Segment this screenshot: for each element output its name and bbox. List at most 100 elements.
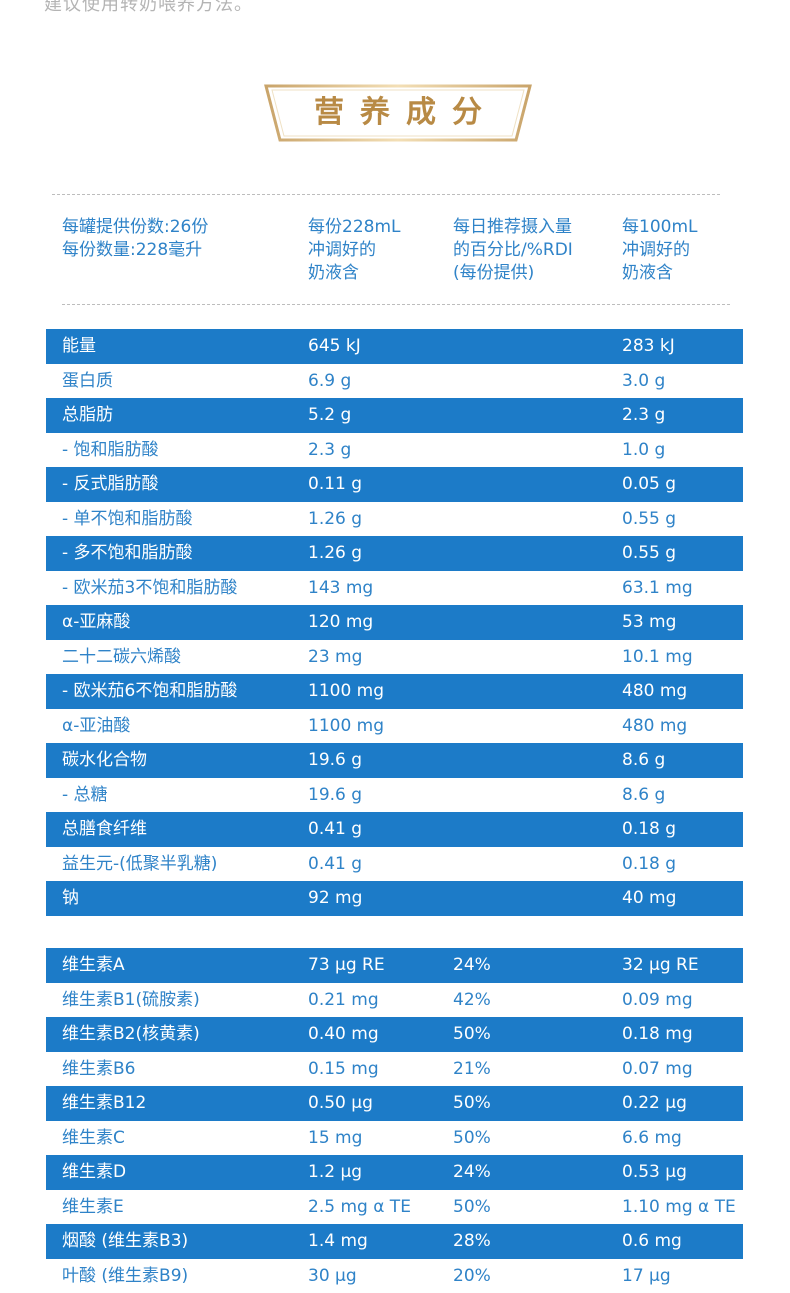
per-serving-value: 0.15 mg bbox=[308, 1052, 379, 1087]
header-col-per-100ml: 每100mL 冲调好的 奶液含 bbox=[622, 216, 697, 285]
per-serving-value: 0.11 g bbox=[308, 467, 362, 502]
per-100ml-value: 480 mg bbox=[622, 709, 687, 744]
divider-header bbox=[62, 304, 730, 305]
per-100ml-value: 0.09 mg bbox=[622, 983, 693, 1018]
section-title: 营养成分 bbox=[262, 84, 534, 142]
table-row: 钠 92 mg 40 mg bbox=[46, 881, 743, 916]
table-row: - 饱和脂肪酸 2.3 g 1.0 g bbox=[46, 433, 743, 468]
nutrient-name: - 饱和脂肪酸 bbox=[62, 433, 159, 468]
nutrient-name: - 多不饱和脂肪酸 bbox=[62, 536, 193, 571]
per-serving-value: 143 mg bbox=[308, 571, 373, 606]
header-col-per-serving: 每份228mL 冲调好的 奶液含 bbox=[308, 216, 400, 285]
per-100ml-value: 63.1 mg bbox=[622, 571, 693, 606]
nutrient-name: 维生素B2(核黄素) bbox=[62, 1017, 200, 1052]
nutrient-name: 钠 bbox=[62, 881, 79, 916]
header-col-rdi: 每日推荐摄入量 的百分比/%RDI (每份提供) bbox=[453, 216, 573, 285]
nutrient-name: 维生素B6 bbox=[62, 1052, 135, 1087]
per-serving-value: 1.4 mg bbox=[308, 1224, 368, 1259]
per-100ml-value: 32 μg RE bbox=[622, 948, 699, 983]
per-100ml-value: 3.0 g bbox=[622, 364, 665, 399]
per-100ml-value: 1.0 g bbox=[622, 433, 665, 468]
nutrient-name: 维生素E bbox=[62, 1190, 124, 1225]
nutrient-name: α-亚油酸 bbox=[62, 709, 130, 744]
per-100ml-value: 0.07 mg bbox=[622, 1052, 693, 1087]
per-100ml-value: 53 mg bbox=[622, 605, 676, 640]
table-row: 蛋白质 6.9 g 3.0 g bbox=[46, 364, 743, 399]
table-row: 总膳食纤维 0.41 g 0.18 g bbox=[46, 812, 743, 847]
table-row: α-亚麻酸 120 mg 53 mg bbox=[46, 605, 743, 640]
per-serving-value: 2.5 mg α TE bbox=[308, 1190, 411, 1225]
per-100ml-value: 480 mg bbox=[622, 674, 687, 709]
per-100ml-value: 0.55 g bbox=[622, 502, 676, 537]
per-serving-value: 120 mg bbox=[308, 605, 373, 640]
nutrient-name: 烟酸 (维生素B3) bbox=[62, 1224, 188, 1259]
per-serving-value: 19.6 g bbox=[308, 743, 362, 778]
header-col-servings: 每罐提供份数:26份 每份数量:228毫升 bbox=[62, 216, 208, 262]
per-100ml-value: 0.6 mg bbox=[622, 1224, 682, 1259]
nutrient-name: 益生元-(低聚半乳糖) bbox=[62, 847, 217, 882]
per-100ml-value: 40 mg bbox=[622, 881, 676, 916]
rdi-value: 21% bbox=[453, 1052, 491, 1087]
per-100ml-value: 0.18 g bbox=[622, 847, 676, 882]
nutrient-name: - 反式脂肪酸 bbox=[62, 467, 159, 502]
table-row: - 欧米茄6不饱和脂肪酸 1100 mg 480 mg bbox=[46, 674, 743, 709]
nutrient-name: - 单不饱和脂肪酸 bbox=[62, 502, 193, 537]
table-row: - 总糖 19.6 g 8.6 g bbox=[46, 778, 743, 813]
per-serving-value: 0.40 mg bbox=[308, 1017, 379, 1052]
per-serving-value: 0.41 g bbox=[308, 847, 362, 882]
nutrient-name: 总膳食纤维 bbox=[62, 812, 147, 847]
table-row: - 反式脂肪酸 0.11 g 0.05 g bbox=[46, 467, 743, 502]
per-100ml-value: 0.18 mg bbox=[622, 1017, 693, 1052]
per-serving-value: 15 mg bbox=[308, 1121, 362, 1156]
per-100ml-value: 0.05 g bbox=[622, 467, 676, 502]
rdi-value: 24% bbox=[453, 1155, 491, 1190]
table-row: 维生素B6 0.15 mg 21% 0.07 mg bbox=[46, 1052, 743, 1087]
nutrient-name: 维生素C bbox=[62, 1121, 125, 1156]
table-row: 碳水化合物 19.6 g 8.6 g bbox=[46, 743, 743, 778]
per-100ml-value: 0.18 g bbox=[622, 812, 676, 847]
nutrient-name: α-亚麻酸 bbox=[62, 605, 130, 640]
per-100ml-value: 8.6 g bbox=[622, 778, 665, 813]
nutrient-name: 维生素A bbox=[62, 948, 125, 983]
per-serving-value: 19.6 g bbox=[308, 778, 362, 813]
per-serving-value: 5.2 g bbox=[308, 398, 351, 433]
per-serving-value: 0.41 g bbox=[308, 812, 362, 847]
per-serving-value: 0.21 mg bbox=[308, 983, 379, 1018]
per-serving-value: 6.9 g bbox=[308, 364, 351, 399]
per-serving-value: 2.3 g bbox=[308, 433, 351, 468]
nutrient-name: 维生素B12 bbox=[62, 1086, 146, 1121]
nutrient-name: 蛋白质 bbox=[62, 364, 113, 399]
per-100ml-value: 8.6 g bbox=[622, 743, 665, 778]
nutrient-name: 能量 bbox=[62, 329, 96, 364]
nutrient-name: 碳水化合物 bbox=[62, 743, 147, 778]
per-100ml-value: 0.55 g bbox=[622, 536, 676, 571]
section-title-badge: 营养成分 bbox=[262, 84, 534, 142]
rdi-value: 24% bbox=[453, 948, 491, 983]
nutrient-name: - 总糖 bbox=[62, 778, 108, 813]
per-100ml-value: 10.1 mg bbox=[622, 640, 693, 675]
per-serving-value: 1100 mg bbox=[308, 674, 384, 709]
rdi-value: 50% bbox=[453, 1190, 491, 1225]
per-serving-value: 92 mg bbox=[308, 881, 362, 916]
nutrient-name: - 欧米茄6不饱和脂肪酸 bbox=[62, 674, 237, 709]
table-row: 益生元-(低聚半乳糖) 0.41 g 0.18 g bbox=[46, 847, 743, 882]
per-100ml-value: 0.53 μg bbox=[622, 1155, 687, 1190]
nutrient-name: 二十二碳六烯酸 bbox=[62, 640, 181, 675]
per-100ml-value: 17 μg bbox=[622, 1259, 671, 1293]
